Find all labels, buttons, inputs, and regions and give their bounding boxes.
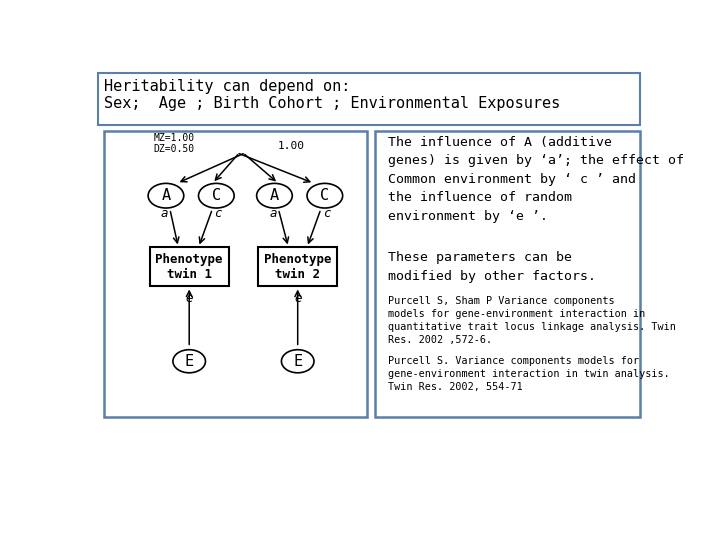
Text: e: e [186,292,193,306]
Text: Phenotype
twin 1: Phenotype twin 1 [156,253,223,281]
Text: C: C [320,188,329,203]
FancyBboxPatch shape [375,131,640,417]
Text: A: A [161,188,171,203]
Text: Phenotype
twin 2: Phenotype twin 2 [264,253,331,281]
FancyBboxPatch shape [150,247,229,286]
FancyBboxPatch shape [98,72,640,125]
FancyBboxPatch shape [258,247,337,286]
Text: A: A [270,188,279,203]
Text: e: e [294,292,302,306]
Text: Heritability can depend on:: Heritability can depend on: [104,79,351,93]
Text: c: c [214,207,222,220]
Text: Sex;  Age ; Birth Cohort ; Environmental Exposures: Sex; Age ; Birth Cohort ; Environmental … [104,96,560,111]
Text: The influence of A (additive
genes) is given by ‘a’; the effect of
Common enviro: The influence of A (additive genes) is g… [387,136,683,222]
Text: These parameters can be
modified by other factors.: These parameters can be modified by othe… [387,251,595,282]
Text: C: C [212,188,221,203]
Text: E: E [184,354,194,369]
Text: a: a [161,207,168,220]
Text: Purcell S, Sham P Variance components
models for gene-environment interaction in: Purcell S, Sham P Variance components mo… [387,296,675,346]
Text: MZ=1.00
DZ=0.50: MZ=1.00 DZ=0.50 [153,132,194,154]
Text: a: a [269,207,276,220]
FancyBboxPatch shape [104,131,367,417]
Text: Purcell S. Variance components models for
gene-environment interaction in twin a: Purcell S. Variance components models fo… [387,356,670,392]
Text: 1.00: 1.00 [278,141,305,151]
Text: E: E [293,354,302,369]
Text: c: c [323,207,330,220]
